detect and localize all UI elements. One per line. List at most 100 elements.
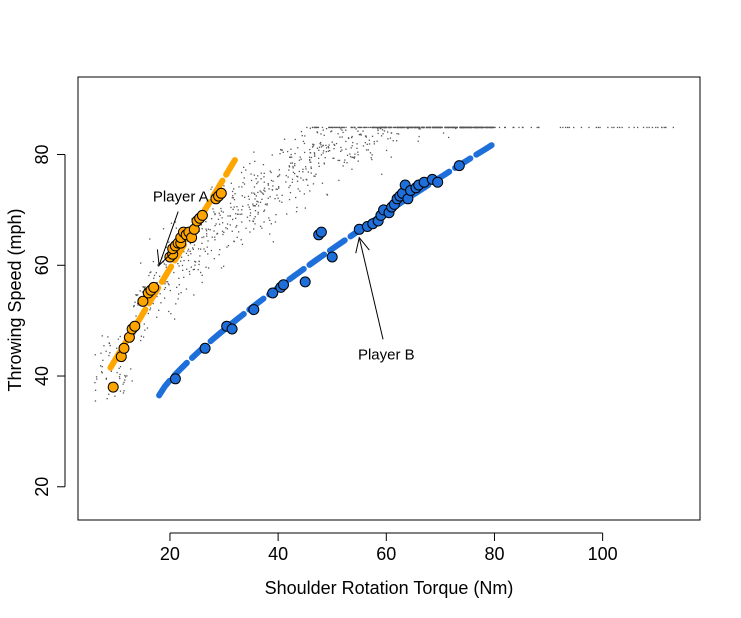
background-point: [306, 179, 308, 181]
background-point: [347, 137, 350, 139]
background-point: [521, 126, 524, 129]
background-point: [271, 154, 273, 156]
background-point: [158, 309, 160, 311]
background-point: [366, 143, 368, 145]
background-point: [232, 197, 235, 199]
background-point: [318, 165, 320, 167]
background-point: [156, 281, 158, 284]
background-point: [294, 164, 296, 167]
background-point: [278, 169, 280, 171]
background-point: [351, 168, 353, 170]
background-point: [318, 146, 321, 148]
background-point: [367, 149, 369, 151]
background-point: [188, 270, 191, 273]
background-point: [320, 144, 322, 146]
background-point: [461, 126, 463, 129]
background-point: [192, 247, 194, 249]
background-point: [223, 231, 225, 233]
background-point: [559, 126, 562, 129]
background-point: [156, 295, 158, 298]
annotation-label: Player A: [153, 189, 209, 206]
background-point: [174, 221, 177, 223]
background-point: [292, 165, 294, 168]
background-point: [387, 131, 389, 133]
background-point: [200, 271, 202, 274]
background-point: [280, 148, 282, 151]
background-point: [135, 315, 137, 317]
background-point: [109, 352, 111, 354]
background-point: [331, 130, 333, 132]
background-point: [229, 215, 231, 217]
background-point: [435, 126, 437, 129]
background-point: [290, 148, 292, 150]
background-point: [253, 192, 255, 194]
background-point: [417, 126, 419, 129]
background-point: [333, 126, 336, 129]
background-point: [562, 126, 564, 129]
background-point: [267, 197, 269, 199]
background-point: [343, 126, 345, 129]
background-point: [309, 152, 311, 154]
background-point: [185, 252, 188, 254]
background-point: [261, 227, 263, 229]
background-point: [382, 126, 385, 129]
background-point: [390, 132, 393, 134]
background-point: [231, 190, 234, 193]
background-point: [355, 128, 357, 130]
background-point: [189, 243, 192, 245]
background-point: [413, 126, 415, 129]
background-point: [494, 126, 496, 129]
background-point: [230, 206, 232, 209]
background-point: [165, 266, 167, 268]
background-point: [371, 158, 373, 161]
background-point: [203, 236, 205, 238]
background-point: [201, 236, 203, 239]
background-point: [231, 230, 233, 232]
background-point: [655, 126, 657, 129]
background-point: [475, 126, 477, 129]
background-point: [227, 245, 230, 247]
background-point: [133, 306, 135, 308]
background-point: [464, 126, 466, 129]
background-point: [178, 293, 180, 295]
background-point: [116, 347, 118, 349]
background-point: [257, 191, 259, 194]
background-point: [259, 201, 262, 203]
background-point: [411, 126, 413, 129]
background-point: [286, 213, 288, 215]
background-point: [356, 147, 358, 149]
background-point: [382, 133, 384, 135]
background-point: [302, 171, 304, 173]
background-point: [294, 152, 296, 155]
background-point: [393, 126, 395, 129]
background-point: [248, 198, 250, 200]
background-point: [252, 203, 254, 205]
background-point: [263, 176, 265, 178]
background-point: [263, 189, 265, 191]
background-point: [107, 336, 109, 338]
background-point: [332, 157, 334, 159]
background-point: [351, 156, 353, 158]
background-point: [226, 228, 228, 230]
point-player-a: [148, 281, 160, 293]
background-point: [386, 126, 388, 129]
background-point: [595, 126, 597, 129]
background-point: [485, 126, 488, 129]
background-point: [240, 171, 243, 174]
background-point: [352, 141, 354, 144]
background-point: [122, 392, 125, 394]
background-point: [453, 126, 455, 129]
background-point: [332, 126, 334, 129]
background-point: [418, 135, 420, 138]
background-point: [209, 229, 211, 231]
background-point: [255, 203, 258, 205]
background-point: [289, 156, 291, 158]
background-point: [357, 154, 359, 156]
background-point: [297, 147, 299, 149]
background-point: [568, 126, 570, 129]
background-point: [599, 126, 601, 129]
background-point: [190, 253, 192, 255]
background-point: [435, 126, 438, 129]
background-point: [368, 126, 370, 129]
background-point: [318, 162, 320, 164]
